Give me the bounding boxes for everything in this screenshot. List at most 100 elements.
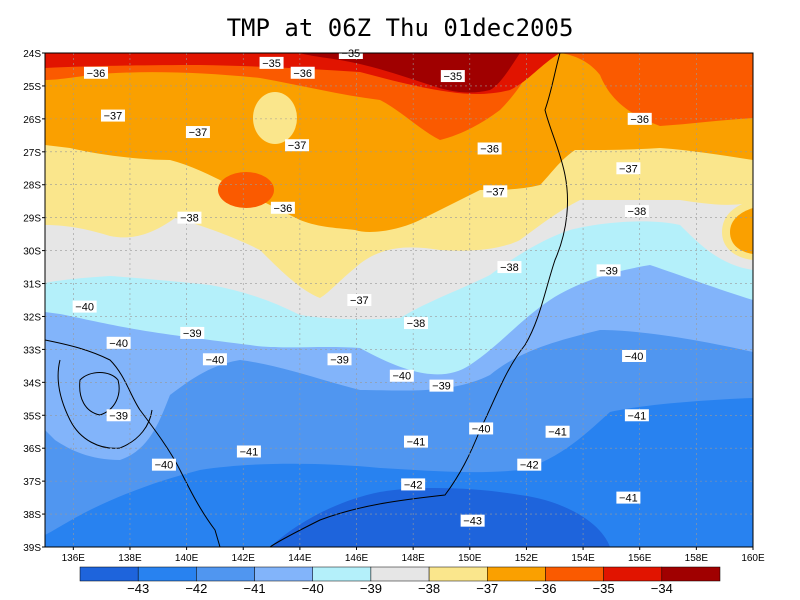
- contour-label-text: −40: [472, 423, 491, 435]
- lon-tick-label: 160E: [741, 553, 765, 564]
- contour-label-bg: [106, 336, 131, 349]
- contour-label: −41: [236, 445, 261, 458]
- lat-tick-label: 35S: [23, 411, 41, 422]
- lon-tick-label: 138E: [118, 553, 142, 564]
- contour-label: −40: [469, 422, 494, 435]
- contour-label: −43: [460, 514, 485, 528]
- contour-label: −38: [497, 261, 522, 274]
- colorbar-label: −37: [476, 581, 498, 596]
- contour-label-bg: [177, 211, 202, 224]
- contour-label: −37: [347, 294, 372, 307]
- contour-label-bg: [72, 300, 97, 313]
- contour-label-bg: [270, 201, 295, 214]
- contour-label: −41: [616, 491, 641, 505]
- contour-label-bg: [403, 435, 428, 448]
- warm-blob: [218, 172, 274, 208]
- colorbar-swatch: [254, 566, 313, 582]
- contour-label-text: −39: [183, 328, 202, 340]
- contour-label-bg: [596, 264, 621, 277]
- contour-label-bg: [403, 317, 428, 330]
- lat-tick-label: 29S: [23, 214, 41, 225]
- contour-label-text: −37: [486, 186, 505, 198]
- contour-label-text: −37: [288, 140, 307, 152]
- contour-label-bg: [440, 70, 465, 83]
- contour-label: −36: [627, 112, 652, 126]
- colorbar-label: −38: [418, 581, 440, 596]
- contour-label: −37: [185, 126, 210, 139]
- contour-label-text: −40: [625, 351, 644, 363]
- map-title: TMP at 06Z Thu 01dec2005: [226, 14, 574, 42]
- contour-label-bg: [389, 369, 414, 382]
- contour-label-bg: [327, 353, 352, 366]
- lon-tick-label: 148E: [401, 553, 425, 564]
- lat-tick-label: 31S: [23, 280, 41, 291]
- lat-tick-label: 37S: [23, 477, 41, 488]
- lat-tick-label: 38S: [23, 510, 41, 521]
- contour-label-text: −35: [443, 71, 462, 83]
- colorbar-swatch: [661, 566, 721, 582]
- lat-tick-label: 33S: [23, 345, 41, 356]
- lat-tick-label: 28S: [23, 181, 41, 192]
- lon-tick-label: 156E: [628, 553, 652, 564]
- lon-tick-label: 152E: [515, 553, 539, 564]
- contour-label-bg: [259, 56, 284, 69]
- colorbar-swatch: [487, 566, 546, 582]
- colorbar-swatch: [370, 566, 430, 582]
- lat-tick-label: 30S: [23, 247, 41, 258]
- lat-tick-label: 27S: [23, 148, 41, 159]
- contour-label-text: −42: [404, 479, 423, 491]
- contour-label: −42: [517, 458, 542, 472]
- contour-label-bg: [285, 139, 310, 152]
- colorbar-swatch: [79, 566, 139, 582]
- contour-label-bg: [545, 425, 570, 438]
- contour-label-bg: [469, 422, 494, 435]
- colorbar: −43 −42 −41 −40 −39 −38 −37 −36 −35 −34: [79, 566, 721, 596]
- contour-label-text: −36: [630, 114, 649, 126]
- contour-label-text: −39: [109, 410, 128, 422]
- band-m36: [45, 53, 753, 232]
- lon-tick-label: 136E: [62, 553, 86, 564]
- contour-label: −38: [403, 317, 428, 330]
- colorbar-label: −41: [244, 581, 266, 596]
- latitude-labels: 24S 25S 26S 27S 28S 29S 30S 31S 32S 33S 34S 35S 36S 3…: [23, 49, 45, 554]
- contour-label-bg: [180, 326, 205, 339]
- contour-label-text: −41: [548, 427, 567, 439]
- contour-label-bg: [616, 162, 641, 175]
- colorbar-swatch: [196, 566, 255, 582]
- colorbar-label: −36: [534, 581, 556, 596]
- colorbar-label: −42: [185, 581, 207, 596]
- contour-label-text: −37: [350, 295, 369, 307]
- contour-label-text: −36: [274, 203, 293, 215]
- lat-tick-label: 25S: [23, 82, 41, 93]
- contour-label-text: −40: [75, 302, 94, 314]
- contour-label-text: −43: [463, 516, 482, 528]
- lat-tick-label: 39S: [23, 543, 41, 554]
- colorbar-swatch: [603, 566, 663, 582]
- contour-label: −42: [401, 478, 426, 491]
- colorbar-swatch: [545, 566, 604, 582]
- coastline: [45, 53, 569, 547]
- contour-label: −37: [483, 185, 508, 198]
- contour-label-bg: [624, 205, 649, 218]
- contour-label: −40: [106, 336, 131, 350]
- contour-label-text: −41: [619, 493, 638, 505]
- lon-tick-label: 154E: [571, 553, 595, 564]
- contour-label-text: −36: [293, 68, 312, 80]
- contour-label: −35: [440, 70, 465, 83]
- contour-label-text: −36: [480, 144, 499, 156]
- contour-label-bg: [202, 353, 227, 366]
- contour-label: −39: [180, 326, 205, 340]
- contour-label-text: −39: [432, 381, 451, 393]
- contour-label-bg: [236, 445, 261, 458]
- colorbar-swatch: [137, 566, 197, 582]
- contour-label-bg: [151, 458, 176, 471]
- contour-label-bg: [83, 66, 108, 79]
- contour-label-text: −40: [109, 338, 128, 350]
- contour-label-bg: [460, 514, 485, 527]
- contour-label: −37: [616, 162, 641, 175]
- contour-label-bg: [347, 294, 372, 306]
- contour-label-text: −41: [240, 446, 259, 458]
- contour-label-text: −38: [407, 318, 426, 330]
- contour-label-bg: [622, 349, 647, 362]
